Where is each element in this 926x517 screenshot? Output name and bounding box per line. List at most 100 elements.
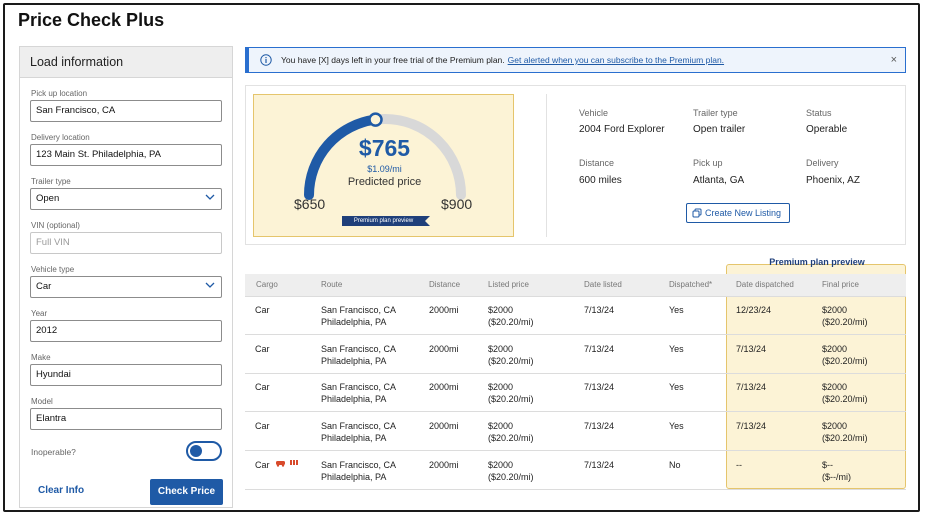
- status-value: Operable: [806, 124, 848, 135]
- distance-label: Distance: [579, 158, 615, 168]
- route-origin: San Francisco, CA: [321, 305, 397, 315]
- route-destination: Philadelphia, PA: [321, 317, 387, 327]
- cargo-cell: Car: [255, 344, 270, 354]
- dispatched-cell: No: [669, 460, 681, 470]
- final-price: $2000: [822, 421, 848, 431]
- load-info-panel: Load information Pick up location San Fr…: [19, 46, 233, 508]
- clear-info-link[interactable]: Clear Info: [38, 485, 85, 496]
- delivery-input[interactable]: 123 Main St. Philadelphia, PA: [30, 144, 222, 166]
- distance-cell: 2000mi: [429, 460, 459, 470]
- premium-preview-label: Premium plan preview: [728, 257, 906, 267]
- date-dispatched-cell: 7/13/24: [736, 344, 767, 354]
- distance-value: 600 miles: [579, 175, 622, 186]
- listed-price-cell: $2000 ($20.20/mi): [488, 459, 534, 483]
- date-dispatched-cell: 12/23/24: [736, 305, 772, 315]
- create-listing-button[interactable]: Create New Listing: [686, 203, 790, 223]
- col-route: Route: [321, 280, 343, 289]
- price-range-low: $650: [294, 196, 326, 212]
- route-cell: San Francisco, CA Philadelphia, PA: [321, 343, 396, 367]
- listed-price-cell: $2000 ($20.20/mi): [488, 304, 534, 328]
- cargo-cell: Car: [255, 382, 270, 392]
- final-per-mile: ($20.20/mi): [822, 356, 868, 366]
- chevron-down-icon: [205, 194, 215, 200]
- route-cell: San Francisco, CA Philadelphia, PA: [321, 381, 396, 405]
- close-icon[interactable]: ×: [890, 54, 897, 66]
- dispatched-cell: Yes: [669, 382, 684, 392]
- chevron-down-icon: [205, 282, 215, 288]
- listed-price: $2000: [488, 305, 514, 315]
- predicted-price-card: $765 $1.09/mi Predicted price $650 $900 …: [253, 94, 514, 237]
- inoperable-label: Inoperable?: [31, 447, 76, 457]
- row-divider: [245, 411, 906, 412]
- price-per-mile: $1.09/mi: [367, 164, 402, 174]
- listed-per-mile: ($20.20/mi): [488, 356, 534, 366]
- delivery-info-value: Phoenix, AZ: [806, 175, 860, 186]
- damage-warning-icon: [276, 460, 298, 467]
- predicted-price-label: Predicted price: [347, 176, 422, 188]
- listed-price: $2000: [488, 421, 514, 431]
- final-price: $--: [822, 460, 833, 470]
- predicted-price-value: $765: [358, 135, 411, 161]
- final-per-mile: ($--/mi): [822, 472, 851, 482]
- route-cell: San Francisco, CA Philadelphia, PA: [321, 420, 396, 444]
- final-price-cell: $2000 ($20.20/mi): [822, 420, 868, 444]
- final-price: $2000: [822, 344, 848, 354]
- trailer-type-select[interactable]: Open: [30, 188, 222, 210]
- distance-cell: 2000mi: [429, 305, 459, 315]
- toggle-knob: [190, 445, 202, 457]
- inoperable-toggle[interactable]: [186, 441, 222, 461]
- listed-price: $2000: [488, 344, 514, 354]
- trailer-label: Trailer type: [693, 108, 738, 118]
- vehicle-type-value: Car: [36, 281, 52, 292]
- card-divider: [546, 94, 547, 237]
- delivery-label: Delivery location: [31, 133, 90, 142]
- trial-banner: You have [X] days left in your free tria…: [245, 47, 906, 73]
- cargo-cell: Car: [255, 421, 270, 431]
- route-origin: San Francisco, CA: [321, 382, 397, 392]
- route-cell: San Francisco, CA Philadelphia, PA: [321, 459, 396, 483]
- cargo-cell: Car: [255, 460, 270, 470]
- model-label: Model: [31, 397, 53, 406]
- app-title: Price Check Plus: [18, 10, 165, 30]
- check-price-button[interactable]: Check Price: [150, 479, 223, 505]
- trailer-type-value: Open: [36, 193, 60, 204]
- listed-per-mile: ($20.20/mi): [488, 433, 534, 443]
- trailer-type-label: Trailer type: [31, 177, 71, 186]
- premium-preview-text: Premium plan preview: [769, 257, 865, 267]
- dispatched-cell: Yes: [669, 421, 684, 431]
- window-frame: [3, 3, 920, 512]
- create-listing-label: Create New Listing: [705, 208, 782, 218]
- pickup-input[interactable]: San Francisco, CA: [30, 100, 222, 122]
- listed-per-mile: ($20.20/mi): [488, 317, 534, 327]
- make-input[interactable]: Hyundai: [30, 364, 222, 386]
- route-destination: Philadelphia, PA: [321, 472, 387, 482]
- listed-price: $2000: [488, 382, 514, 392]
- subscribe-alert-link[interactable]: Get alerted when you can subscribe to th…: [507, 55, 725, 65]
- dispatched-cell: Yes: [669, 305, 684, 315]
- final-price-cell: $-- ($--/mi): [822, 459, 851, 483]
- vehicle-type-label: Vehicle type: [31, 265, 75, 274]
- gauge-marker: [368, 112, 383, 127]
- date-dispatched-cell: --: [736, 460, 742, 470]
- distance-cell: 2000mi: [429, 344, 459, 354]
- col-date-dispatched: Date dispatched: [736, 280, 794, 289]
- vin-input[interactable]: Full VIN: [30, 232, 222, 254]
- route-cell: San Francisco, CA Philadelphia, PA: [321, 304, 396, 328]
- listed-per-mile: ($20.20/mi): [488, 394, 534, 404]
- gauge-fill: [304, 114, 381, 200]
- final-price: $2000: [822, 382, 848, 392]
- row-divider: [245, 489, 906, 490]
- final-per-mile: ($20.20/mi): [822, 433, 868, 443]
- vehicle-type-select[interactable]: Car: [30, 276, 222, 298]
- final-price: $2000: [822, 305, 848, 315]
- copy-icon: [692, 208, 702, 218]
- listed-price-cell: $2000 ($20.20/mi): [488, 381, 534, 405]
- table-header: [245, 274, 906, 296]
- vehicle-label: Vehicle: [579, 108, 609, 118]
- listed-price-cell: $2000 ($20.20/mi): [488, 420, 534, 444]
- final-price-cell: $2000 ($20.20/mi): [822, 343, 868, 367]
- model-input[interactable]: Elantra: [30, 408, 222, 430]
- col-listed-price: Listed price: [488, 280, 529, 289]
- year-input[interactable]: 2012: [30, 320, 222, 342]
- price-range-high: $900: [441, 196, 473, 212]
